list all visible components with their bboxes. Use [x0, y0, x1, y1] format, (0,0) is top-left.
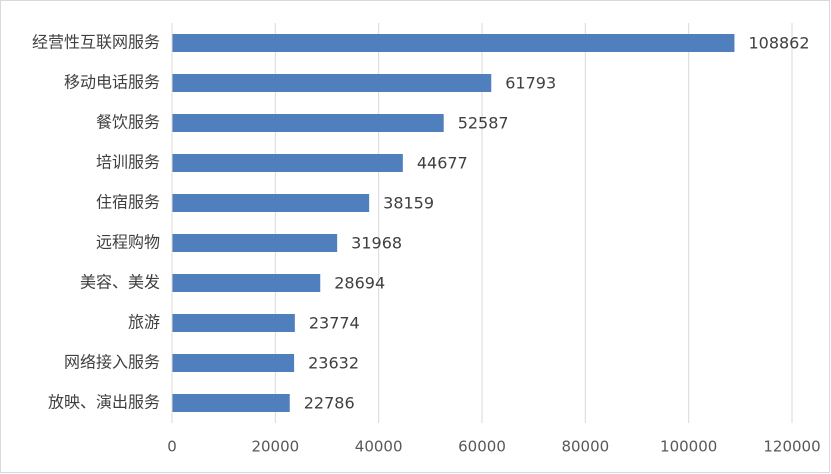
y-tick-label: 移动电话服务 [64, 73, 160, 92]
x-tick-label: 80000 [561, 438, 609, 456]
x-tick-label: 20000 [251, 438, 299, 456]
bar [172, 194, 370, 212]
bar [172, 314, 295, 332]
data-label: 22786 [304, 394, 355, 413]
data-label: 44677 [417, 154, 468, 173]
bar [172, 114, 444, 132]
bar [172, 154, 403, 172]
y-tick-label: 旅游 [128, 313, 160, 332]
data-label: 31968 [351, 234, 402, 253]
bar [172, 394, 290, 412]
data-label: 52587 [458, 114, 509, 133]
y-tick-label: 培训服务 [96, 153, 160, 172]
bar [172, 354, 295, 372]
x-tick-label: 120000 [763, 438, 820, 456]
y-tick-label: 住宿服务 [96, 193, 160, 212]
y-tick-label: 经营性互联网服务 [32, 33, 160, 52]
bar [172, 234, 338, 252]
data-label: 23632 [308, 354, 359, 373]
data-label: 61793 [505, 74, 556, 93]
y-tick-label: 美容、美发 [80, 273, 160, 292]
data-label: 23774 [309, 314, 360, 333]
bar [172, 74, 492, 92]
data-label: 108862 [748, 34, 809, 53]
bar [172, 34, 735, 52]
x-tick-label: 60000 [458, 438, 506, 456]
y-tick-label: 网络接入服务 [64, 353, 160, 372]
data-label: 28694 [334, 274, 385, 293]
y-tick-label: 餐饮服务 [96, 113, 160, 132]
bar [172, 274, 321, 292]
y-tick-label: 放映、演出服务 [48, 393, 160, 412]
x-tick-label: 100000 [660, 438, 717, 456]
x-tick-label: 40000 [355, 438, 403, 456]
data-label: 38159 [383, 194, 434, 213]
y-tick-label: 远程购物 [96, 233, 160, 252]
x-tick-label: 0 [167, 438, 177, 456]
